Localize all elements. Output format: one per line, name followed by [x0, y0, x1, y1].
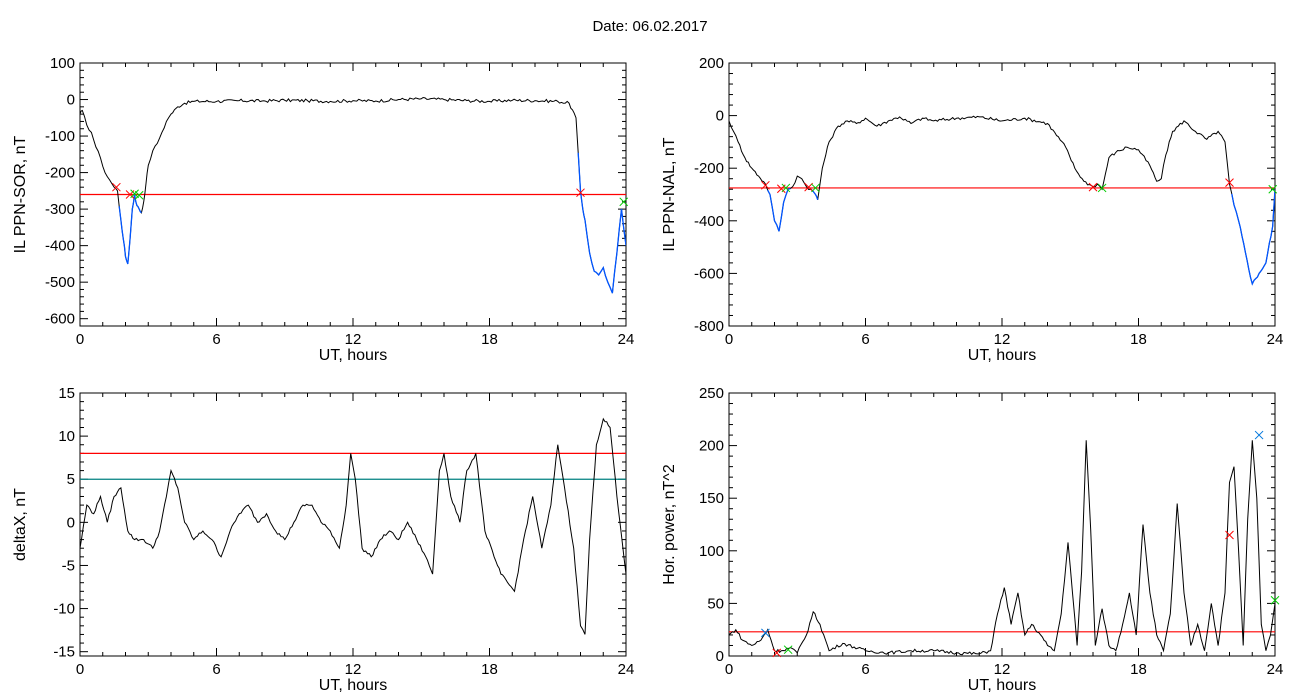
chart-panel-1: 0 6 12 18 24 100 0 -100 -200 -300 -400 -500 -600 UT, …: [12, 55, 634, 364]
x-tick-label: 12: [345, 661, 362, 678]
marker-red: [772, 648, 782, 658]
x-tick-label: 18: [1130, 661, 1147, 678]
plot-frame: [728, 392, 1276, 657]
marker-green: [1268, 184, 1278, 194]
x-tick-label: 18: [481, 331, 498, 348]
y-axis-label: deltaX, nT: [12, 488, 29, 561]
y-tick-label: 0: [716, 648, 724, 665]
y-tick-label: 15: [58, 385, 75, 402]
y-tick-label: -500: [45, 274, 75, 291]
marker-green: [619, 197, 629, 207]
highlight-segment: [118, 194, 142, 265]
marker-green: [811, 183, 820, 193]
y-tick-label: 200: [699, 438, 724, 455]
series-line: [729, 115, 1275, 286]
x-tick-label: 18: [1130, 331, 1147, 348]
y-tick-label: -100: [45, 128, 75, 145]
marker-red: [1225, 178, 1234, 188]
x-tick-label: 0: [76, 331, 84, 348]
marker-green: [1270, 595, 1280, 605]
y-tick-label: -300: [45, 201, 75, 218]
y-tick-label: 5: [67, 471, 75, 488]
y-tick-label: -200: [694, 160, 724, 177]
x-axis-label: UT, hours: [319, 677, 387, 694]
y-tick-label: 150: [699, 490, 724, 507]
marker-red: [761, 180, 770, 190]
y-tick-label: -600: [694, 265, 724, 282]
y-tick-label: -200: [45, 165, 75, 182]
x-tick-label: 12: [994, 331, 1011, 348]
y-axis-label: Hor. power, nT^2: [661, 464, 678, 585]
marker-green: [1097, 183, 1107, 193]
x-tick-label: 6: [861, 331, 869, 348]
marker-green: [783, 645, 793, 655]
marker-red: [1088, 182, 1098, 192]
marker-green: [134, 190, 144, 200]
series-line: [80, 417, 626, 635]
marker-green: [781, 183, 791, 193]
x-axis-label: UT, hours: [319, 347, 387, 364]
x-tick-label: 24: [1267, 331, 1284, 348]
chart-panel-3: 0 6 12 18 24 15 10 5 0 -5 -10 -15 UT, hours deltaX, n…: [12, 385, 634, 694]
series-line: [80, 96, 626, 294]
x-tick-label: 18: [481, 661, 498, 678]
marker-red: [576, 188, 585, 198]
chart-panel-2: 0 6 12 18 24 200 0 -200 -400 -600 -800 UT, hours IL …: [661, 55, 1283, 364]
y-tick-label: -800: [694, 318, 724, 335]
x-tick-label: 0: [76, 661, 84, 678]
marker-blue: [761, 628, 770, 638]
page-title: Date: 06.02.2017: [592, 18, 708, 35]
x-tick-label: 0: [725, 661, 733, 678]
y-tick-label: 100: [699, 543, 724, 560]
marker-red: [1225, 530, 1234, 540]
highlight-segment: [577, 152, 626, 294]
y-tick-label: 10: [58, 428, 75, 445]
x-tick-label: 24: [618, 331, 635, 348]
x-tick-label: 6: [861, 661, 869, 678]
y-tick-label: 100: [50, 55, 75, 72]
marker-red: [112, 182, 121, 192]
y-tick-label: -400: [694, 213, 724, 230]
y-tick-label: 0: [67, 92, 75, 109]
x-tick-label: 12: [994, 661, 1011, 678]
x-tick-label: 0: [725, 331, 733, 348]
x-axis-label: UT, hours: [968, 347, 1036, 364]
chart-panel-4: 0 6 12 18 24 250 200 150 100 50 0 UT, hours Hor. pow…: [661, 385, 1283, 694]
y-tick-label: -15: [53, 644, 75, 661]
x-tick-label: 6: [212, 331, 220, 348]
highlight-segment: [1231, 189, 1275, 286]
marker-blue: [1254, 430, 1264, 440]
y-tick-label: 200: [699, 55, 724, 72]
y-axis-label: IL PPN-NAL, nT: [661, 137, 678, 251]
plot-area: [729, 440, 1275, 656]
x-tick-label: 12: [345, 331, 362, 348]
x-tick-label: 24: [618, 661, 635, 678]
y-tick-label: 0: [67, 514, 75, 531]
x-axis-label: UT, hours: [968, 677, 1036, 694]
plot-frame: [728, 62, 1276, 327]
plot-area: [80, 96, 626, 294]
y-tick-label: -10: [53, 601, 75, 618]
plot-area: [80, 417, 626, 635]
y-tick-label: 0: [716, 108, 724, 125]
highlight-segment: [767, 187, 791, 232]
y-tick-label: 50: [707, 595, 724, 612]
y-tick-label: -5: [62, 557, 75, 574]
plot-frame: [79, 392, 627, 657]
y-axis-label: IL PPN-SOR, nT: [12, 135, 29, 253]
y-tick-label: 250: [699, 385, 724, 402]
plot-area: [729, 115, 1275, 286]
series-line: [729, 440, 1275, 656]
x-tick-label: 24: [1267, 661, 1284, 678]
y-tick-label: -400: [45, 238, 75, 255]
x-tick-label: 6: [212, 661, 220, 678]
y-tick-label: -600: [45, 311, 75, 328]
